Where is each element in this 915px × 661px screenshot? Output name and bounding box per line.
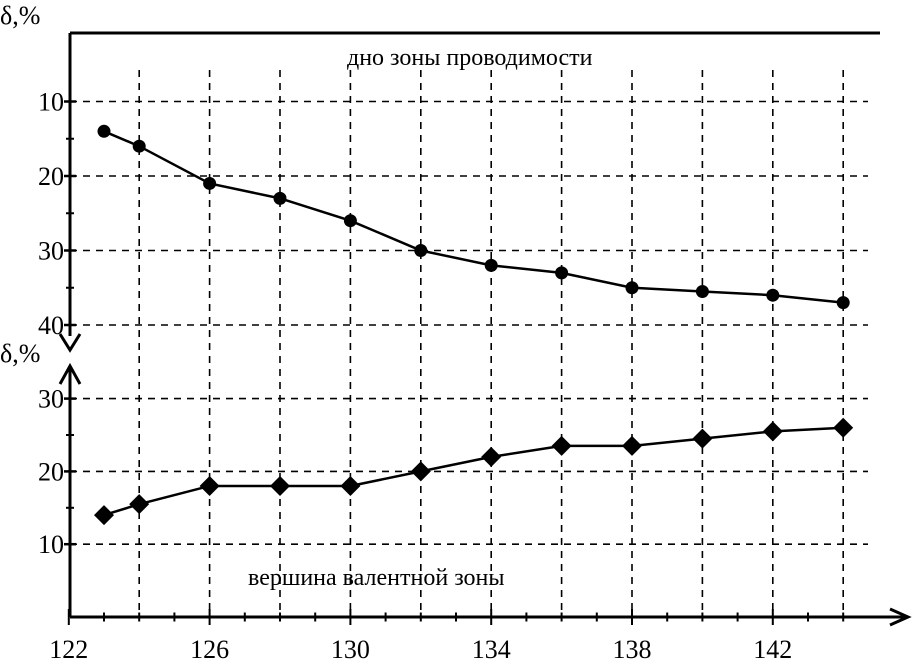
bottom-data-point xyxy=(129,494,150,515)
x-tick-label: 130 xyxy=(331,635,370,661)
bottom-panel-y-axis-label: δ,% xyxy=(0,339,40,368)
bottom-data-point xyxy=(340,475,361,496)
top-y-tick-label: 20 xyxy=(38,162,64,191)
bottom-data-point xyxy=(481,446,502,467)
bottom-data-point xyxy=(199,475,220,496)
top-data-point xyxy=(625,281,639,295)
top-data-point xyxy=(343,214,357,228)
grid-lines xyxy=(70,70,868,617)
top-data-point xyxy=(695,284,709,298)
x-tick-label: 122 xyxy=(49,635,88,661)
axes xyxy=(58,31,912,627)
bottom-data-point xyxy=(410,461,431,482)
top-data-point xyxy=(132,139,146,153)
top-panel-y-axis-label: δ,% xyxy=(0,1,40,30)
x-tick-label: 138 xyxy=(613,635,652,661)
bottom-data-point xyxy=(270,475,290,496)
bottom-data-point xyxy=(551,435,572,456)
bottom-y-tick-label: 30 xyxy=(38,385,64,414)
bottom-series-line xyxy=(103,426,844,517)
bottom-data-point xyxy=(762,421,783,442)
bottom-data-point xyxy=(94,505,114,526)
bottom-data-point xyxy=(692,428,713,449)
x-tick-label: 126 xyxy=(190,635,229,661)
bottom-data-point xyxy=(622,435,642,456)
top-data-point xyxy=(414,244,428,257)
axis-break-top-chevron xyxy=(58,333,82,353)
x-tick-label: 142 xyxy=(753,635,792,661)
x-axis-arrow xyxy=(889,607,912,627)
bottom-panel-annotation: вершина валентной зоны xyxy=(248,565,505,591)
bottom-y-tick-label: 10 xyxy=(38,530,64,559)
top-data-point xyxy=(836,296,850,310)
top-y-tick-label: 10 xyxy=(38,88,64,117)
top-y-tick-label: 30 xyxy=(38,237,64,266)
tick-labels: 122 126 130 134 138 142 10 20 30 40 10 20 30 xyxy=(38,88,792,661)
top-data-point xyxy=(273,191,287,205)
top-data-point xyxy=(766,288,780,302)
top-y-tick-label: 40 xyxy=(38,311,64,340)
top-data-point xyxy=(203,176,217,190)
top-series-line xyxy=(103,130,844,304)
top-panel-annotation: дно зоны проводимости xyxy=(347,45,593,71)
top-data-point xyxy=(555,266,569,280)
top-data-point xyxy=(484,258,498,272)
data-series xyxy=(94,124,854,526)
tick-marks xyxy=(64,100,845,625)
bottom-data-point xyxy=(833,417,854,438)
x-tick-label: 134 xyxy=(472,635,511,661)
top-data-point xyxy=(97,124,111,138)
bottom-y-tick-label: 20 xyxy=(38,457,64,486)
